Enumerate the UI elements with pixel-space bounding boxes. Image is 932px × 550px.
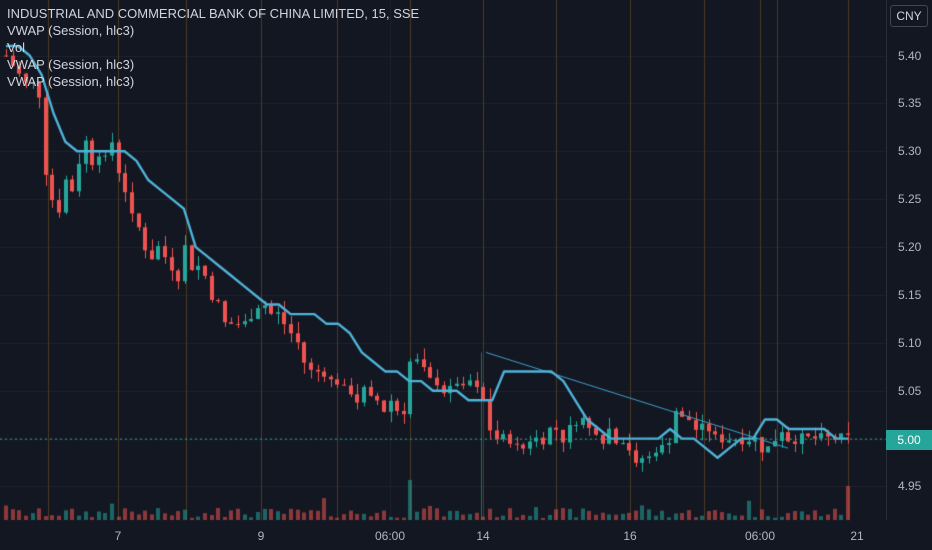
price-tick-label: 5.10 bbox=[898, 335, 922, 350]
price-tick-label: 5.25 bbox=[898, 192, 922, 207]
indicator-volume[interactable]: Vol bbox=[7, 40, 26, 55]
price-tick-label: 5.05 bbox=[898, 383, 922, 398]
price-axis-separator bbox=[886, 0, 887, 520]
time-tick-label: 7 bbox=[114, 529, 122, 543]
indicator-vwap-2[interactable]: VWAP (Session, hlc3) bbox=[7, 57, 135, 72]
time-tick-label: 06:00 bbox=[744, 529, 776, 543]
symbol-title[interactable]: INDUSTRIAL AND COMMERCIAL BANK OF CHINA … bbox=[7, 6, 420, 21]
price-tick-label: 5.40 bbox=[898, 48, 922, 63]
time-tick-label: 9 bbox=[257, 529, 265, 543]
price-tick-label: 5.35 bbox=[898, 96, 922, 111]
price-tick-label: 5.20 bbox=[898, 240, 922, 255]
time-tick-label: 14 bbox=[476, 529, 490, 543]
indicator-vwap-1[interactable]: VWAP (Session, hlc3) bbox=[7, 23, 135, 38]
last-price-label: 5.00 bbox=[886, 430, 932, 450]
chart-legend: INDUSTRIAL AND COMMERCIAL BANK OF CHINA … bbox=[7, 5, 419, 90]
time-tick-label: 06:00 bbox=[374, 529, 406, 543]
time-tick-label: 21 bbox=[850, 529, 864, 543]
price-tick-label: 5.30 bbox=[898, 144, 922, 159]
price-tick-label: 4.95 bbox=[898, 479, 922, 494]
currency-button[interactable]: CNY bbox=[890, 5, 928, 27]
indicator-vwap-3[interactable]: VWAP (Session, hlc3) bbox=[7, 74, 135, 89]
price-tick-label: 5.15 bbox=[898, 287, 922, 302]
time-tick-label: 16 bbox=[623, 529, 637, 543]
